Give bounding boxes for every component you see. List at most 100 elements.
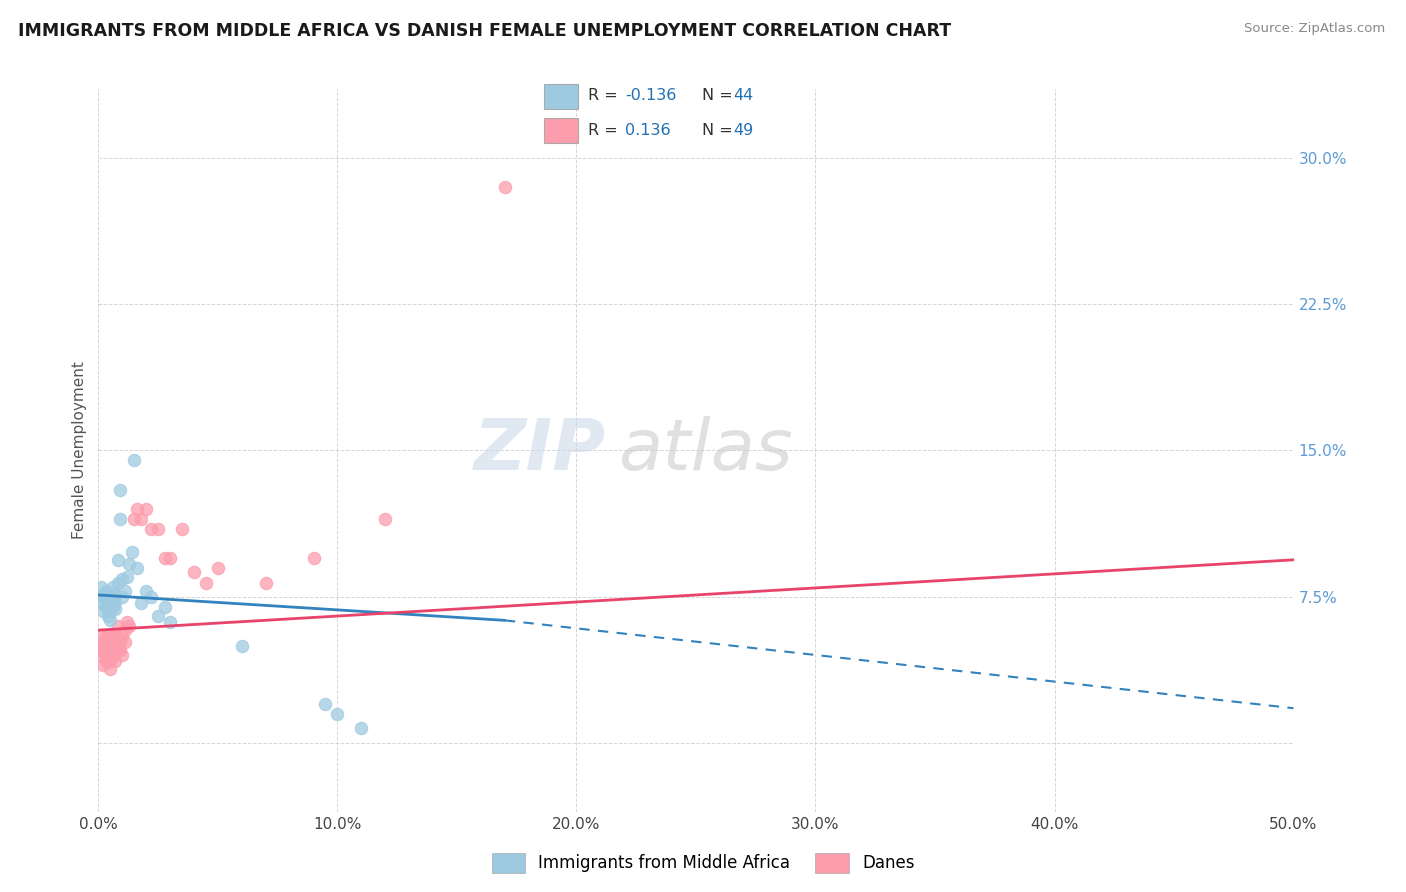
Point bbox=[91, 596, 114, 610]
Point bbox=[104, 601, 127, 615]
Point bbox=[124, 512, 146, 526]
Point bbox=[111, 572, 134, 586]
Point bbox=[97, 594, 120, 608]
Text: 44: 44 bbox=[733, 88, 754, 103]
Point bbox=[121, 545, 143, 559]
Point bbox=[148, 522, 170, 536]
Y-axis label: Female Unemployment: Female Unemployment bbox=[72, 361, 87, 540]
Point bbox=[118, 557, 141, 571]
Point bbox=[97, 639, 120, 653]
Point bbox=[195, 576, 218, 591]
Point bbox=[94, 654, 117, 668]
Text: R =: R = bbox=[588, 88, 623, 103]
Point bbox=[97, 598, 120, 612]
Text: N =: N = bbox=[702, 88, 738, 103]
Point bbox=[101, 629, 124, 643]
Point bbox=[94, 584, 117, 599]
Point bbox=[114, 584, 136, 599]
Point bbox=[172, 522, 194, 536]
Point bbox=[155, 550, 177, 565]
Point bbox=[90, 629, 112, 643]
Point bbox=[159, 615, 181, 630]
Point bbox=[94, 599, 117, 614]
Point bbox=[374, 512, 396, 526]
Point bbox=[98, 635, 122, 649]
Point bbox=[90, 580, 112, 594]
Point bbox=[118, 619, 141, 633]
Point bbox=[148, 609, 170, 624]
Point bbox=[97, 629, 120, 643]
Text: -0.136: -0.136 bbox=[624, 88, 676, 103]
Text: ZIP: ZIP bbox=[474, 416, 606, 485]
Point bbox=[104, 629, 127, 643]
Point bbox=[114, 635, 136, 649]
Point bbox=[90, 590, 112, 604]
Point bbox=[231, 639, 253, 653]
Point bbox=[104, 596, 127, 610]
Point bbox=[131, 512, 153, 526]
Point bbox=[91, 635, 114, 649]
Point bbox=[91, 588, 114, 602]
Point bbox=[108, 512, 131, 526]
Point bbox=[302, 550, 325, 565]
Point bbox=[315, 698, 337, 712]
Point bbox=[207, 560, 229, 574]
Point bbox=[107, 642, 129, 657]
Point bbox=[135, 502, 157, 516]
Point bbox=[131, 596, 153, 610]
Point bbox=[111, 629, 134, 643]
Point bbox=[97, 654, 120, 668]
Point bbox=[101, 639, 124, 653]
Point bbox=[104, 588, 127, 602]
Point bbox=[159, 550, 181, 565]
Text: IMMIGRANTS FROM MIDDLE AFRICA VS DANISH FEMALE UNEMPLOYMENT CORRELATION CHART: IMMIGRANTS FROM MIDDLE AFRICA VS DANISH … bbox=[18, 22, 952, 40]
Point bbox=[107, 576, 129, 591]
Point bbox=[104, 639, 127, 653]
Point bbox=[107, 553, 129, 567]
Point bbox=[114, 623, 136, 637]
Point bbox=[98, 590, 122, 604]
Text: N =: N = bbox=[702, 123, 738, 138]
Point bbox=[104, 654, 127, 668]
Point bbox=[101, 591, 124, 606]
Point bbox=[124, 453, 146, 467]
Point bbox=[94, 591, 117, 606]
Point bbox=[326, 707, 349, 722]
Point bbox=[107, 619, 129, 633]
Point bbox=[125, 502, 148, 516]
Point bbox=[98, 662, 122, 676]
Point bbox=[108, 642, 131, 657]
Point bbox=[91, 642, 114, 657]
Point bbox=[98, 604, 122, 618]
Point bbox=[135, 584, 157, 599]
Point bbox=[101, 648, 124, 663]
Point bbox=[111, 590, 134, 604]
Point bbox=[115, 615, 138, 630]
Text: atlas: atlas bbox=[619, 416, 793, 485]
Point bbox=[91, 604, 114, 618]
Point bbox=[94, 642, 117, 657]
Point bbox=[111, 648, 134, 663]
Point bbox=[183, 565, 205, 579]
Point bbox=[101, 599, 124, 614]
Point bbox=[97, 609, 120, 624]
Point bbox=[98, 642, 122, 657]
Point bbox=[494, 179, 516, 194]
Point bbox=[139, 590, 162, 604]
FancyBboxPatch shape bbox=[544, 118, 578, 144]
Point bbox=[90, 648, 112, 663]
Point bbox=[98, 613, 122, 627]
Point bbox=[91, 658, 114, 673]
Point bbox=[350, 721, 373, 735]
Point bbox=[98, 596, 122, 610]
Text: R =: R = bbox=[588, 123, 623, 138]
Point bbox=[97, 586, 120, 600]
Point bbox=[108, 483, 131, 497]
Text: 0.136: 0.136 bbox=[624, 123, 671, 138]
Point bbox=[139, 522, 162, 536]
Point bbox=[94, 629, 117, 643]
Point bbox=[90, 639, 112, 653]
Point bbox=[98, 654, 122, 668]
Point bbox=[108, 635, 131, 649]
Point bbox=[254, 576, 277, 591]
